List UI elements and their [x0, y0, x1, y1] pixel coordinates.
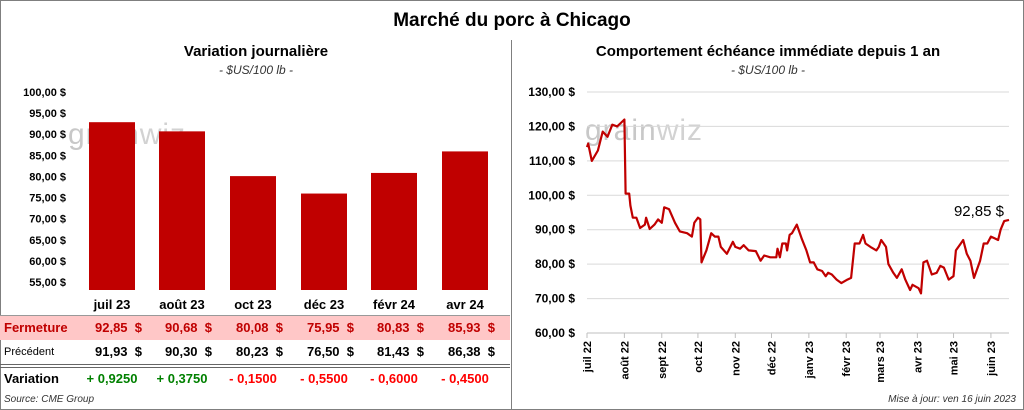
bar [230, 176, 276, 290]
close-value: 85,93 $ [448, 320, 495, 335]
previous-value: 80,23 $ [236, 344, 283, 359]
page-title: Marché du porc à Chicago [393, 10, 631, 31]
y-tick-label: 95,00 $ [29, 108, 66, 120]
row-label-close: Fermeture [4, 320, 68, 335]
y-tick-label: 80,00 $ [29, 171, 66, 183]
table-row-previous: Précédent 91,93 $ 90,30 $ 80,23 $ 76,50 $ 81… [0, 341, 510, 363]
previous-value: 90,30 $ [165, 344, 212, 359]
previous-value: 91,93 $ [95, 344, 142, 359]
x-tick-label: févr 23 [841, 341, 853, 376]
close-value: 80,83 $ [377, 320, 424, 335]
previous-value: 86,38 $ [448, 344, 495, 359]
source-note: Source: CME Group [4, 394, 95, 405]
category-label: oct 23 [234, 297, 272, 312]
x-tick-label: sept 22 [657, 341, 669, 379]
row-label-previous: Précédent [4, 346, 55, 358]
change-value: - 0,6000 [370, 371, 418, 386]
double-divider [0, 364, 510, 368]
category-label: avr 24 [446, 297, 484, 312]
y-tick-label: 120,00 $ [528, 119, 575, 133]
left-unit: - $US/100 lb - [218, 63, 294, 77]
x-tick-label: janv 23 [804, 341, 816, 379]
row-label-change: Variation [4, 371, 59, 386]
x-tick-label: juin 23 [986, 341, 998, 377]
change-value: + 0,9250 [86, 371, 138, 386]
x-tick-label: août 22 [619, 341, 631, 380]
y-tick-label: 60,00 $ [29, 256, 66, 268]
y-tick-label: 85,00 $ [29, 150, 66, 162]
bar [159, 131, 205, 290]
y-tick-label: 110,00 $ [529, 154, 575, 168]
watermark-logo: grainwiz [585, 114, 704, 147]
close-value: 80,08 $ [236, 320, 283, 335]
bar-chart: 55,00 $ 60,00 $ 65,00 $ 70,00 $ 75,00 $ 80,00… [23, 87, 488, 290]
y-tick-label: 70,00 $ [535, 292, 575, 306]
updated-note: Mise à jour: ven 16 juin 2023 [888, 394, 1016, 405]
left-subtitle: Variation journalière [183, 43, 329, 60]
change-value: - 0,4500 [441, 371, 489, 386]
close-value: 75,95 $ [307, 320, 354, 335]
table-header-row: juil 23 août 23 oct 23 déc 23 févr 24 avr 24 [0, 296, 510, 314]
bar [301, 193, 347, 290]
x-tick-label: avr 23 [912, 341, 924, 373]
panel-divider [511, 40, 512, 410]
right-subtitle: Comportement échéance immédiate depuis 1… [595, 43, 941, 60]
y-tick-label: 60,00 $ [535, 326, 575, 340]
change-value: - 0,5500 [300, 371, 348, 386]
category-label: févr 24 [373, 297, 415, 312]
y-tick-label: 130,00 $ [528, 85, 575, 99]
x-tick-label: juil 22 [582, 341, 594, 373]
y-tick-label: 100,00 $ [23, 87, 66, 99]
bar [89, 122, 135, 290]
y-tick-label: 90,00 $ [29, 129, 66, 141]
previous-value: 81,43 $ [377, 344, 424, 359]
table-row-close: Fermeture 92,85 $ 90,68 $ 80,08 $ 75,95 $ 80… [0, 315, 510, 340]
bar [442, 151, 488, 290]
x-tick-label: nov 22 [730, 341, 742, 376]
change-value: + 0,3750 [156, 371, 208, 386]
close-value: 90,68 $ [165, 320, 212, 335]
change-value: - 0,1500 [229, 371, 277, 386]
y-tick-label: 70,00 $ [29, 214, 66, 226]
y-tick-label: 75,00 $ [29, 193, 66, 205]
category-label: déc 23 [303, 297, 345, 312]
table-row-change: Variation + 0,9250 + 0,3750 - 0,1500 - 0,55… [0, 368, 510, 390]
y-tick-label: 90,00 $ [535, 223, 575, 237]
x-tick-label: mars 23 [875, 341, 887, 383]
right-unit: - $US/100 lb - [730, 63, 806, 77]
category-label: juil 23 [93, 297, 131, 312]
y-tick-label: 65,00 $ [29, 235, 66, 247]
bar [371, 172, 417, 290]
last-value-label: 92,85 $ [954, 203, 1005, 220]
y-tick-label: 100,00 $ [528, 188, 575, 202]
category-label: août 23 [159, 297, 205, 312]
price-line [585, 118, 1010, 295]
y-tick-label: 80,00 $ [535, 257, 575, 271]
previous-value: 76,50 $ [307, 344, 354, 359]
x-tick-label: oct 22 [693, 341, 705, 373]
x-tick-label: déc 22 [766, 341, 778, 375]
y-tick-label: 55,00 $ [29, 277, 66, 289]
close-value: 92,85 $ [95, 320, 142, 335]
x-tick-label: mai 23 [949, 341, 961, 375]
